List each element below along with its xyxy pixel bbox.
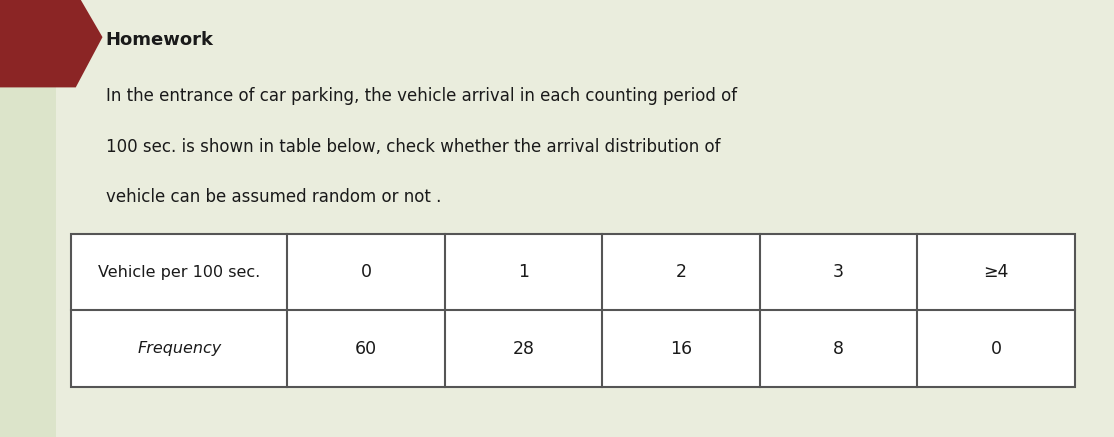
Text: vehicle can be assumed random or not .: vehicle can be assumed random or not .: [106, 188, 441, 206]
Text: 0: 0: [990, 340, 1001, 357]
Text: In the entrance of car parking, the vehicle arrival in each counting period of: In the entrance of car parking, the vehi…: [106, 87, 737, 105]
Text: Frequency: Frequency: [137, 341, 222, 356]
Text: 2: 2: [675, 263, 686, 281]
FancyBboxPatch shape: [56, 0, 1114, 437]
Text: 8: 8: [833, 340, 844, 357]
Text: 28: 28: [512, 340, 535, 357]
Text: 16: 16: [670, 340, 692, 357]
Text: Homework: Homework: [106, 31, 214, 49]
FancyBboxPatch shape: [71, 234, 1075, 387]
Text: 1: 1: [518, 263, 529, 281]
Polygon shape: [0, 0, 102, 87]
Text: ≥4: ≥4: [984, 263, 1009, 281]
Text: 0: 0: [361, 263, 371, 281]
Text: 60: 60: [355, 340, 377, 357]
Text: Vehicle per 100 sec.: Vehicle per 100 sec.: [98, 264, 261, 280]
Text: 3: 3: [833, 263, 844, 281]
Text: 100 sec. is shown in table below, check whether the arrival distribution of: 100 sec. is shown in table below, check …: [106, 138, 721, 156]
